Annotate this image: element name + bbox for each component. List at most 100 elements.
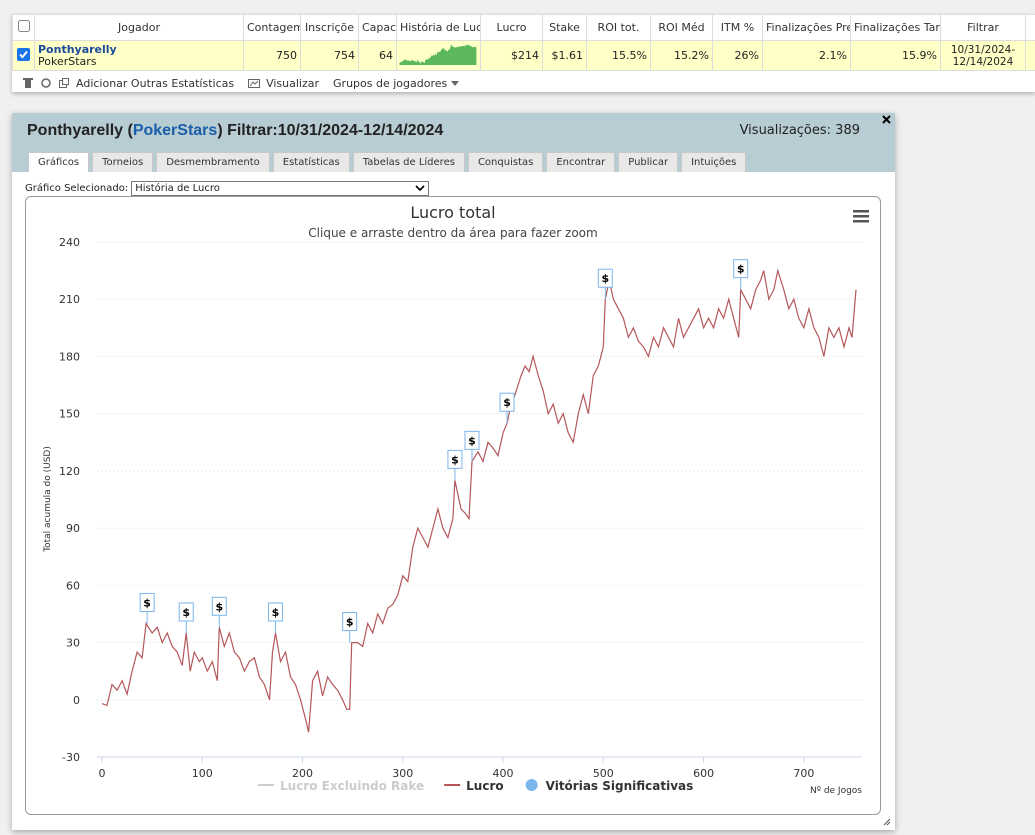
flag[interactable]	[267, 602, 283, 622]
legend-item[interactable]: Lucro Excluindo Rake	[258, 779, 424, 793]
tab[interactable]: Intuições	[681, 152, 747, 172]
cell: 15.5%	[586, 40, 651, 71]
title-filter: ) Filtrar:10/31/2024-12/14/2024	[217, 122, 444, 139]
cell: 754	[300, 40, 359, 71]
views-count: Visualizações: 389	[739, 123, 860, 138]
panel-header: Ponthyarelly (PokerStars) Filtrar:10/31/…	[12, 113, 895, 172]
profit-line	[101, 268, 857, 733]
legend-symbol	[525, 779, 538, 791]
close-button[interactable]	[882, 115, 891, 124]
col-header[interactable]: ROI Méd	[650, 14, 713, 41]
col-header[interactable]: Finalizações Tar	[850, 14, 941, 41]
sparkline	[399, 44, 477, 65]
col-header[interactable]: Inscriçõe	[300, 14, 359, 41]
row-checkbox[interactable]	[12, 40, 35, 71]
sparkline-area	[399, 44, 477, 65]
col-header[interactable]: Stake	[542, 14, 587, 41]
x-tick-label: 600	[693, 767, 714, 780]
add-icon[interactable]	[58, 77, 70, 89]
select-all[interactable]	[12, 14, 35, 41]
player-panel: Ponthyarelly (PokerStars) Filtrar:10/31/…	[12, 113, 895, 830]
player-row[interactable]: Ponthyarelly PokerStars 750 754 64 $214 $…	[12, 40, 1035, 71]
flag-label: $	[602, 272, 610, 285]
col-header[interactable]: Jogador	[34, 14, 244, 41]
cell: 10/31/2024-12/14/2024	[940, 40, 1026, 71]
flag[interactable]	[733, 259, 749, 279]
cell: 15.2%	[650, 40, 713, 71]
toolbar-button[interactable]: Visualizar	[266, 76, 320, 90]
flag-label: $	[451, 453, 459, 466]
resize-handle[interactable]	[883, 818, 891, 826]
table: Jogador Contagem Inscriçõe Capac Históri…	[12, 14, 1035, 71]
stats-table: Jogador Contagem Inscriçõe Capac Históri…	[12, 14, 1035, 92]
tab[interactable]: Tabelas de Líderes	[352, 152, 465, 172]
flag[interactable]	[499, 392, 515, 412]
x-axis-label: Nº de Jogos	[810, 786, 862, 796]
toolbar-dropdown[interactable]: Grupos de jogadores	[333, 77, 459, 90]
col-header[interactable]: História de Luc	[396, 14, 481, 41]
flag[interactable]	[139, 592, 155, 612]
title-player: Ponthyarelly (	[27, 122, 133, 139]
dropdown-label: Grupos de jogadores	[333, 76, 448, 90]
x-tick-label: 300	[392, 767, 413, 780]
tab[interactable]: Encontrar	[546, 152, 616, 172]
player-cell: Ponthyarelly PokerStars	[34, 40, 244, 71]
y-tick-label: 120	[59, 465, 80, 478]
flag[interactable]	[597, 268, 613, 288]
flag[interactable]	[211, 596, 227, 616]
x-tick-label: 0	[99, 767, 106, 780]
flag[interactable]	[464, 430, 480, 450]
legend-label: Lucro	[466, 779, 503, 793]
tab[interactable]: Publicar	[618, 152, 679, 172]
col-header[interactable]: Filtrar	[940, 14, 1026, 41]
y-tick-label: 90	[66, 522, 80, 535]
flag-label: $	[503, 396, 511, 409]
tab[interactable]: Estatísticas	[272, 152, 350, 172]
delete-icon[interactable]	[22, 77, 34, 89]
y-tick-label: 60	[66, 579, 80, 592]
y-tick-label: 240	[59, 236, 80, 249]
cell: 750	[243, 40, 301, 71]
cell: 15.9%	[850, 40, 941, 71]
title-site[interactable]: PokerStars	[132, 122, 218, 139]
legend-item[interactable]: Lucro	[444, 779, 504, 793]
y-tick-label: -30	[62, 751, 80, 764]
player-name[interactable]: Ponthyarelly	[38, 42, 117, 56]
flag-label: $	[272, 606, 280, 619]
col-header[interactable]: Lucro	[480, 14, 543, 41]
flag[interactable]	[178, 602, 194, 622]
selector[interactable]: História de Lucro	[131, 181, 430, 196]
cell: 2.1%	[762, 40, 851, 71]
col-header[interactable]: Capac	[358, 14, 397, 41]
tab[interactable]: Conquistas	[467, 152, 544, 172]
menu-button[interactable]	[853, 210, 869, 223]
flag-label: $	[468, 434, 476, 447]
cell: 64	[358, 40, 397, 71]
y-tick-label: 30	[66, 637, 80, 650]
col-header[interactable]: ROI tot.	[586, 14, 651, 41]
toolbar-button[interactable]: Adicionar Outras Estatísticas	[76, 76, 235, 90]
header-row: Jogador Contagem Inscriçõe Capac Históri…	[12, 14, 1035, 41]
view-icon[interactable]	[248, 77, 261, 89]
refresh-icon[interactable]	[40, 77, 52, 89]
selector-label: Gráfico Selecionado:	[25, 183, 129, 194]
toolbar: Adicionar Outras Estatísticas Visualizar…	[12, 71, 1035, 95]
legend-item[interactable]: Vitórias Significativas	[525, 779, 694, 793]
tab[interactable]: Desmembramento	[156, 152, 270, 172]
tab[interactable]: Gráficos	[28, 152, 90, 172]
col-header[interactable]: Contagem	[243, 14, 301, 41]
col-header[interactable]: ITM %	[712, 14, 763, 41]
flag[interactable]	[342, 612, 358, 632]
chart-subtitle: Clique e arraste dentro da área para faz…	[308, 226, 597, 240]
chart: Lucro total Clique e arraste dentro da ár…	[43, 203, 869, 796]
tab[interactable]: Torneios	[92, 152, 154, 172]
sparkline-cell	[396, 40, 481, 71]
tabs: Gráficos Torneios Desmembramento Estatístic…	[28, 152, 747, 172]
x-tick-label: 200	[292, 767, 313, 780]
panel-title: Ponthyarelly (PokerStars) Filtrar:10/31/…	[27, 122, 443, 140]
spacer	[1025, 40, 1035, 71]
selector-value: História de Lucro	[135, 183, 220, 194]
col-header[interactable]: Finalizações Pre	[762, 14, 851, 41]
flag[interactable]	[447, 449, 463, 469]
